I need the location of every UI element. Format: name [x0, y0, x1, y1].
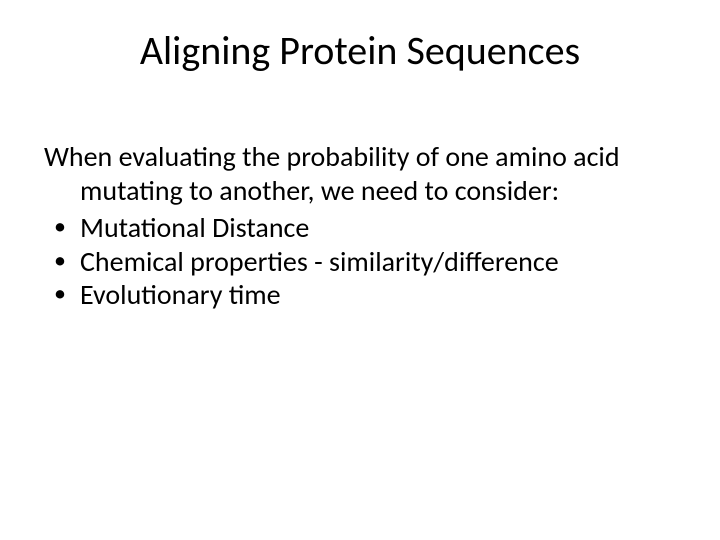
list-item: Mutational Distance: [44, 211, 676, 245]
bullet-list: Mutational Distance Chemical properties …: [44, 211, 676, 312]
list-item: Evolutionary time: [44, 278, 676, 312]
intro-text: When evaluating the probability of one a…: [44, 140, 676, 207]
slide: Aligning Protein Sequences When evaluati…: [0, 0, 720, 540]
list-item: Chemical properties - similarity/differe…: [44, 245, 676, 279]
slide-title: Aligning Protein Sequences: [0, 26, 720, 75]
slide-body: When evaluating the probability of one a…: [44, 140, 676, 312]
